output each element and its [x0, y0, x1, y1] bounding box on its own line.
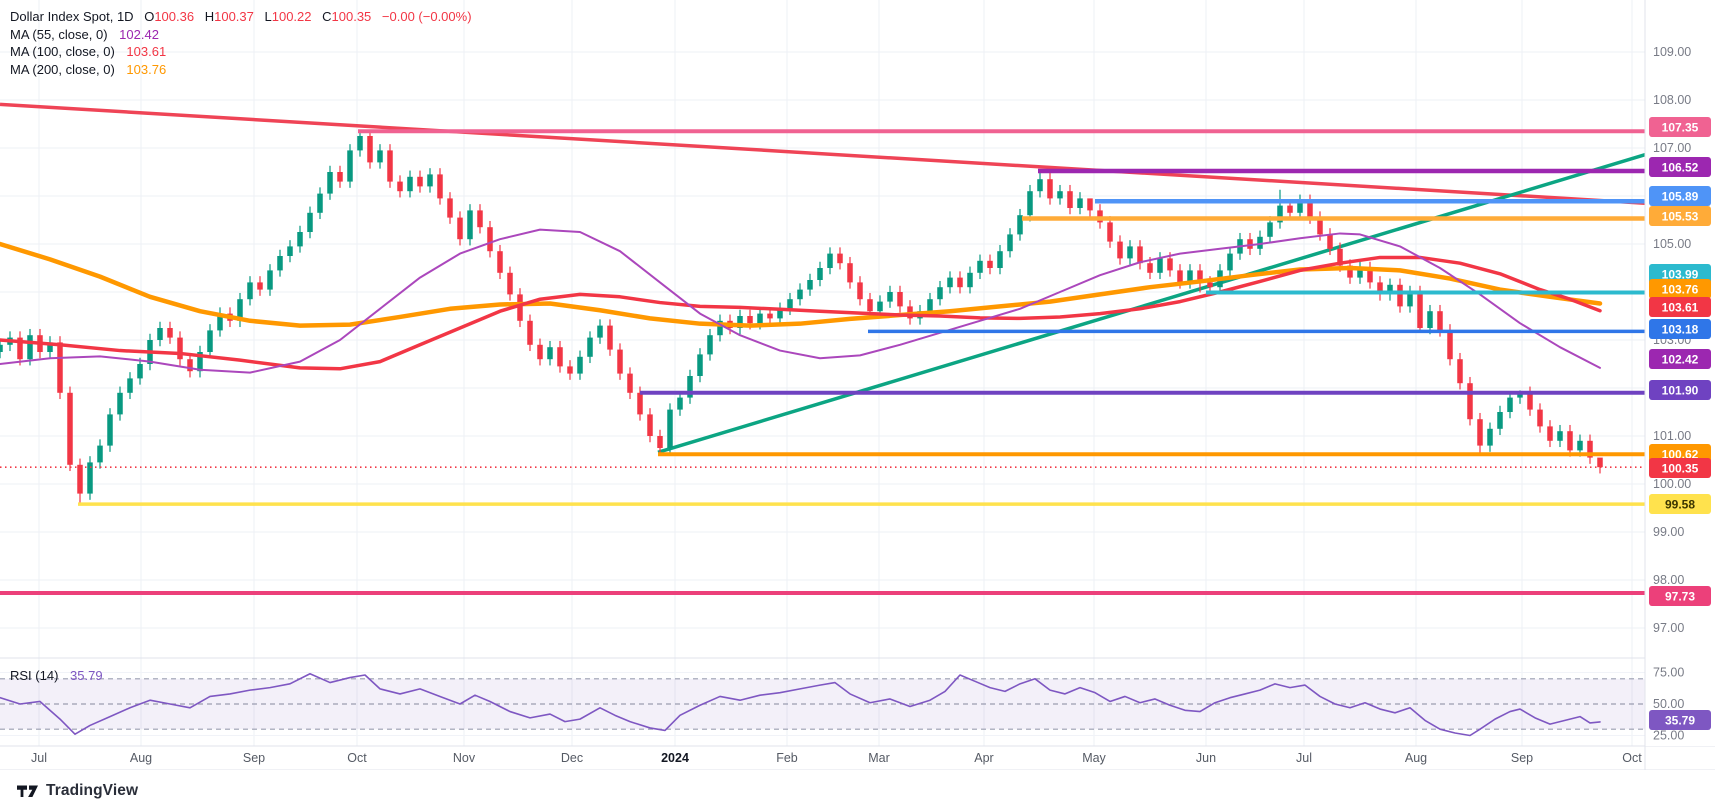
descending-resistance-trendline[interactable] [0, 102, 1646, 205]
svg-text:35.79: 35.79 [1665, 714, 1695, 728]
svg-text:97.00: 97.00 [1653, 621, 1684, 635]
svg-text:100.00: 100.00 [1653, 477, 1691, 491]
open-label: O [144, 9, 155, 24]
svg-text:Mar: Mar [868, 751, 890, 765]
svg-text:Feb: Feb [776, 751, 798, 765]
ma-55-row[interactable]: MA (55, close, 0) 102.42 [10, 26, 472, 44]
svg-text:50.00: 50.00 [1653, 697, 1684, 711]
svg-text:101.90: 101.90 [1662, 384, 1699, 398]
symbol-ohlc-row: Dollar Index Spot, 1D O100.36 H100.37 L1… [10, 8, 472, 26]
svg-text:103.76: 103.76 [1662, 283, 1699, 297]
close-label: C [322, 9, 332, 24]
symbol-legend[interactable]: Dollar Index Spot, 1D O100.36 H100.37 L1… [10, 8, 472, 78]
svg-text:Apr: Apr [974, 751, 993, 765]
svg-text:Sep: Sep [243, 751, 265, 765]
rsi-pane[interactable] [0, 672, 1645, 737]
svg-text:107.00: 107.00 [1653, 141, 1691, 155]
svg-text:101.00: 101.00 [1653, 429, 1691, 443]
svg-text:109.00: 109.00 [1653, 45, 1691, 59]
ma-100-value: 103.61 [126, 44, 167, 59]
svg-text:100.35: 100.35 [1662, 462, 1699, 476]
svg-text:99.58: 99.58 [1665, 498, 1695, 512]
rsi-value: 35.79 [70, 668, 103, 683]
svg-text:103.99: 103.99 [1662, 268, 1699, 282]
svg-text:102.42: 102.42 [1662, 353, 1699, 367]
price-axis[interactable]: 109.00108.00107.00105.00103.00101.00100.… [1644, 0, 1715, 770]
price-lines-layer[interactable] [0, 129, 1645, 595]
svg-text:2024: 2024 [661, 751, 689, 765]
ma-55-value: 102.42 [119, 26, 159, 42]
svg-text:May: May [1082, 751, 1106, 765]
change-value: −0.00 (−0.00%) [381, 9, 472, 24]
grid-layer [0, 0, 1645, 746]
svg-text:106.52: 106.52 [1662, 161, 1699, 175]
pane-separators[interactable] [0, 657, 1715, 747]
tradingview-logo[interactable]: TradingView [16, 782, 138, 800]
svg-text:Oct: Oct [347, 751, 367, 765]
svg-text:99.00: 99.00 [1653, 525, 1684, 539]
ma100-line[interactable] [0, 255, 1602, 371]
ma-200-row[interactable]: MA (200, close, 0) 103.76 [10, 61, 472, 79]
ma-200-value: 103.76 [126, 61, 167, 77]
ma-100-label: MA (100, close, 0) [10, 44, 115, 59]
svg-text:Jun: Jun [1196, 751, 1216, 765]
svg-text:97.73: 97.73 [1665, 590, 1695, 604]
high-value: 100.37 [214, 9, 254, 24]
svg-text:25.00: 25.00 [1653, 729, 1684, 743]
low-label: L [264, 9, 272, 24]
high-label: H [204, 9, 215, 24]
ma55-line[interactable] [0, 228, 1601, 374]
svg-text:Nov: Nov [453, 751, 476, 765]
open-value: 100.36 [154, 9, 195, 24]
svg-text:75.00: 75.00 [1653, 666, 1684, 680]
svg-text:108.00: 108.00 [1653, 93, 1691, 107]
svg-text:107.35: 107.35 [1662, 121, 1699, 135]
trend-lines-layer[interactable] [0, 102, 1646, 454]
ma-55-label: MA (55, close, 0) [10, 26, 108, 42]
svg-text:Aug: Aug [130, 751, 152, 765]
ma-200-label: MA (200, close, 0) [10, 61, 115, 77]
rsi-label: RSI (14) [10, 668, 59, 683]
bottom-toolbar: TradingView [0, 775, 1715, 808]
svg-text:Oct: Oct [1622, 751, 1642, 765]
svg-text:105.53: 105.53 [1662, 210, 1699, 224]
svg-text:105.89: 105.89 [1662, 190, 1699, 204]
svg-text:Dec: Dec [561, 751, 583, 765]
tradingview-logo-icon [17, 785, 38, 797]
svg-text:Sep: Sep [1511, 751, 1533, 765]
low-value: 100.22 [271, 9, 312, 24]
ma200-line[interactable] [0, 241, 1603, 328]
svg-text:103.61: 103.61 [1662, 301, 1699, 315]
rsi-legend[interactable]: RSI (14) 35.79 [10, 668, 103, 683]
svg-text:Jul: Jul [31, 751, 47, 765]
tradingview-logo-text: TradingView [46, 782, 139, 799]
svg-text:103.18: 103.18 [1662, 323, 1699, 337]
ma-100-row[interactable]: MA (100, close, 0) 103.61 [10, 43, 472, 61]
svg-text:Jul: Jul [1296, 751, 1312, 765]
ascending-support-trendline[interactable] [657, 153, 1646, 454]
symbol-title[interactable]: Dollar Index Spot, 1D [10, 9, 134, 24]
svg-text:98.00: 98.00 [1653, 573, 1684, 587]
svg-text:Aug: Aug [1405, 751, 1427, 765]
close-value: 100.35 [331, 9, 372, 24]
price-chart-svg[interactable]: 109.00108.00107.00105.00103.00101.00100.… [0, 0, 1715, 775]
svg-text:105.00: 105.00 [1653, 237, 1691, 251]
